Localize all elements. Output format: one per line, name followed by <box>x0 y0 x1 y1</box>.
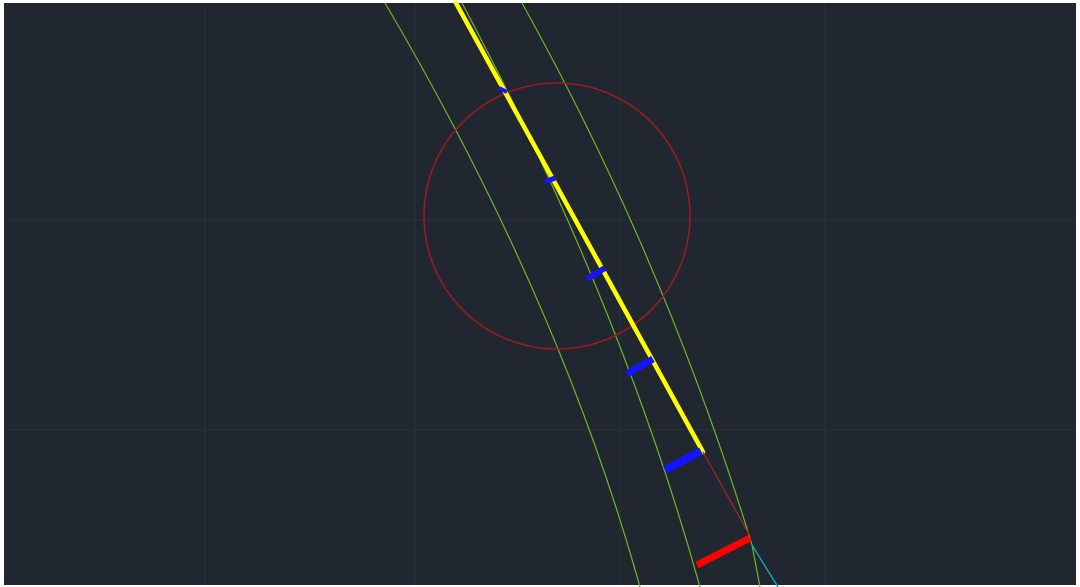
dark-red-connector-line <box>702 451 751 537</box>
blue-tick-mark <box>544 175 556 185</box>
blue-tick-mark <box>585 265 607 282</box>
green-boundary-line-right-tail <box>751 544 761 587</box>
blue-tick-mark <box>498 86 508 94</box>
green-boundary-line-middle <box>461 2 701 587</box>
green-boundary-line-right <box>521 2 753 546</box>
green-boundary-line-left <box>384 2 641 587</box>
red-end-segment <box>695 534 752 569</box>
blue-tick-mark <box>663 447 703 474</box>
red-circle <box>423 82 691 350</box>
drawing-area <box>4 3 1076 585</box>
yellow-main-line <box>453 0 706 455</box>
blue-tick-mark <box>625 355 655 378</box>
cyan-line <box>751 544 779 587</box>
